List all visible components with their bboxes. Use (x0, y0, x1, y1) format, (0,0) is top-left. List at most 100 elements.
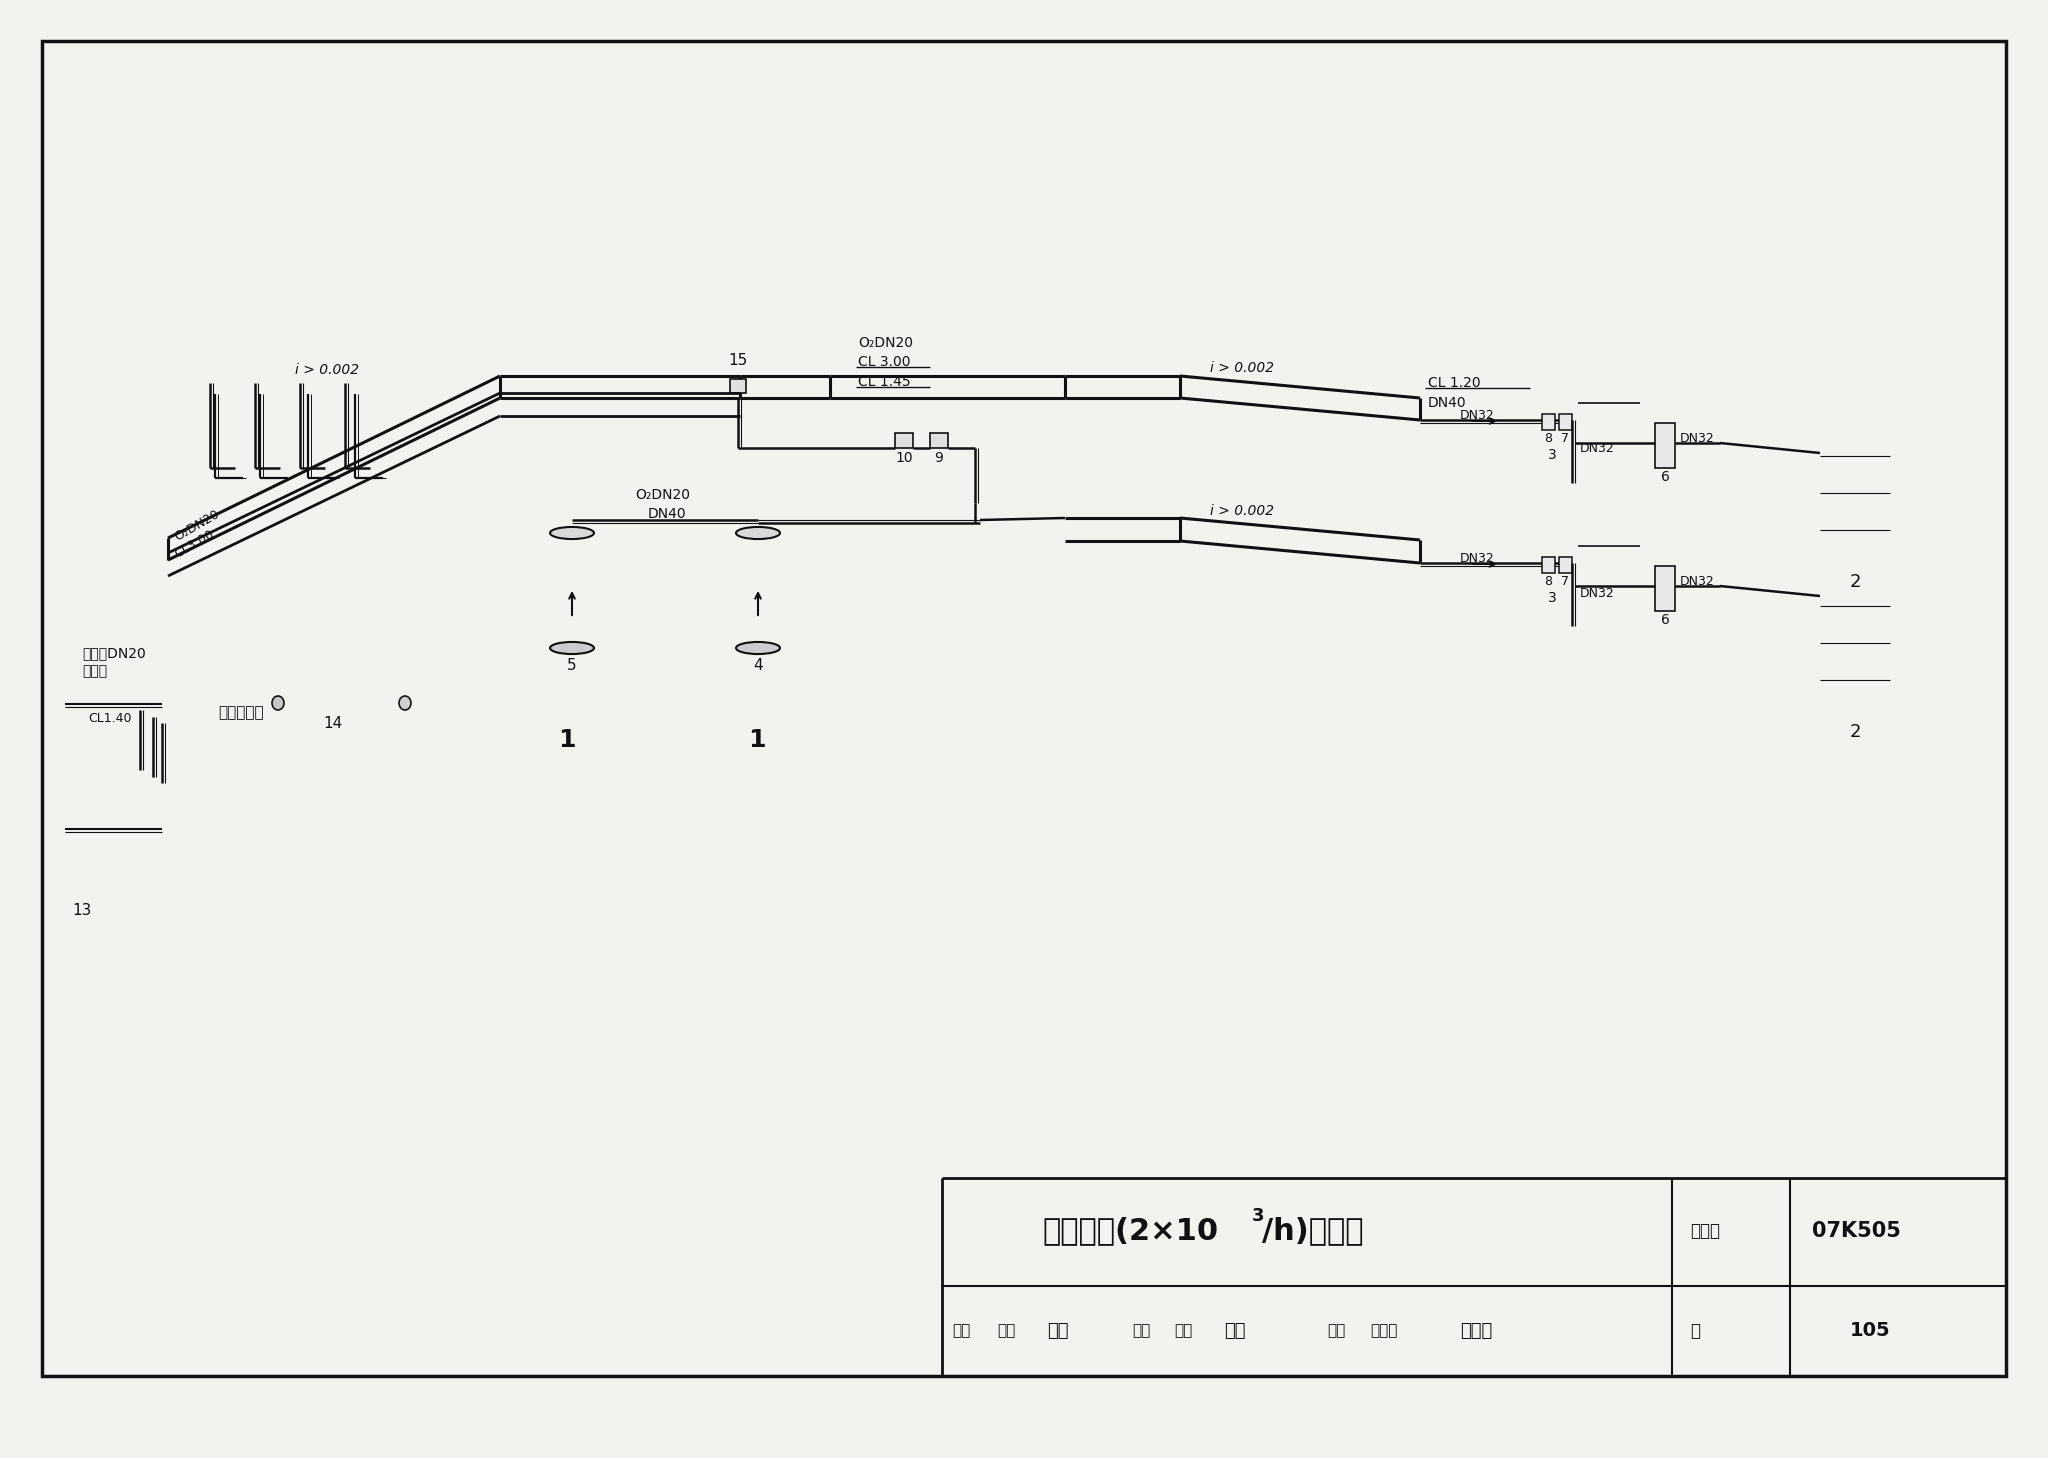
Text: 3: 3 (1548, 590, 1556, 605)
Polygon shape (1579, 539, 1602, 545)
Text: CL 1.45: CL 1.45 (858, 375, 911, 389)
Polygon shape (279, 695, 406, 710)
Polygon shape (133, 717, 139, 776)
Text: 校对: 校对 (1133, 1324, 1151, 1338)
Polygon shape (1821, 443, 1890, 569)
Polygon shape (119, 725, 133, 776)
Text: 龙博: 龙博 (1047, 1322, 1069, 1340)
Polygon shape (1618, 548, 1640, 554)
Text: 1: 1 (557, 728, 575, 752)
Polygon shape (115, 837, 123, 895)
Polygon shape (1597, 401, 1622, 407)
Polygon shape (1579, 397, 1602, 402)
Text: 7: 7 (1561, 574, 1569, 588)
Text: CL1.40: CL1.40 (88, 712, 131, 725)
Polygon shape (1597, 544, 1622, 550)
Bar (1655, 423, 1675, 468)
Bar (729, 379, 745, 394)
Polygon shape (100, 712, 123, 717)
Text: DN32: DN32 (1460, 551, 1495, 564)
Text: 9: 9 (934, 451, 944, 465)
Text: 3: 3 (1251, 1207, 1264, 1225)
Text: 李佳: 李佳 (1174, 1324, 1192, 1338)
Ellipse shape (399, 695, 412, 710)
Polygon shape (152, 849, 158, 907)
Polygon shape (137, 849, 158, 854)
Polygon shape (84, 831, 104, 837)
Polygon shape (1821, 593, 1890, 717)
Bar (1655, 566, 1675, 611)
Polygon shape (1614, 401, 1622, 456)
Text: CL3.00: CL3.00 (172, 528, 217, 560)
Text: 页: 页 (1690, 1322, 1700, 1340)
Bar (1559, 414, 1573, 430)
Polygon shape (66, 831, 80, 884)
Text: 6: 6 (1661, 612, 1669, 627)
Ellipse shape (735, 642, 780, 655)
Bar (1559, 557, 1573, 573)
Polygon shape (119, 717, 139, 725)
Polygon shape (1593, 539, 1602, 596)
Text: CL 3.00: CL 3.00 (858, 354, 911, 369)
Polygon shape (66, 700, 86, 706)
Polygon shape (115, 712, 123, 770)
Polygon shape (133, 843, 139, 901)
Polygon shape (1618, 411, 1634, 461)
Ellipse shape (551, 642, 594, 655)
Polygon shape (1821, 583, 1913, 593)
Bar (930, 433, 948, 448)
Text: 13: 13 (72, 903, 92, 919)
Text: 图集号: 图集号 (1690, 1222, 1720, 1239)
Text: 5: 5 (567, 658, 578, 674)
Polygon shape (1618, 554, 1634, 604)
Text: DN40: DN40 (1427, 397, 1466, 410)
Polygon shape (84, 837, 96, 889)
Text: DN32: DN32 (1579, 586, 1614, 599)
Polygon shape (530, 668, 649, 793)
Text: 审核: 审核 (952, 1324, 971, 1338)
Text: i > 0.002: i > 0.002 (1210, 504, 1274, 518)
Polygon shape (152, 725, 158, 781)
Text: 专佳: 专佳 (1225, 1322, 1245, 1340)
Text: /h)轴测图: /h)轴测图 (1262, 1216, 1364, 1245)
Polygon shape (840, 646, 870, 793)
Polygon shape (80, 825, 86, 884)
Text: O₂DN20: O₂DN20 (858, 335, 913, 350)
Text: 马玉涛: 马玉涛 (1370, 1324, 1397, 1338)
Polygon shape (100, 837, 123, 843)
Text: 6: 6 (1661, 469, 1669, 484)
Polygon shape (137, 725, 158, 730)
Polygon shape (84, 712, 96, 764)
Text: DN40: DN40 (647, 507, 686, 521)
Text: 105: 105 (1849, 1321, 1890, 1340)
Polygon shape (100, 717, 115, 770)
Polygon shape (721, 646, 870, 668)
Text: 15: 15 (729, 353, 748, 367)
Bar (1542, 557, 1554, 573)
Text: 3: 3 (1548, 448, 1556, 462)
Bar (1542, 414, 1554, 430)
Polygon shape (1597, 550, 1614, 601)
Polygon shape (1579, 545, 1593, 596)
Polygon shape (1634, 405, 1640, 461)
Text: 07K505: 07K505 (1812, 1220, 1901, 1241)
Text: DN32: DN32 (1460, 408, 1495, 421)
Polygon shape (649, 646, 680, 793)
Polygon shape (137, 854, 152, 907)
Text: 马玉清: 马玉清 (1460, 1322, 1493, 1340)
Polygon shape (119, 843, 139, 849)
Text: DN32: DN32 (1679, 574, 1714, 588)
Polygon shape (84, 706, 104, 712)
Ellipse shape (551, 526, 594, 539)
Text: i > 0.002: i > 0.002 (1210, 362, 1274, 375)
Polygon shape (66, 706, 80, 758)
Polygon shape (1634, 548, 1640, 604)
Ellipse shape (272, 695, 285, 710)
Text: 1: 1 (748, 728, 766, 752)
Text: 排至外: 排至外 (82, 663, 106, 678)
Polygon shape (530, 646, 680, 668)
Polygon shape (1579, 402, 1593, 453)
Text: 放散管DN20: 放散管DN20 (82, 646, 145, 660)
Text: 8: 8 (1544, 432, 1552, 445)
Polygon shape (1597, 407, 1614, 456)
